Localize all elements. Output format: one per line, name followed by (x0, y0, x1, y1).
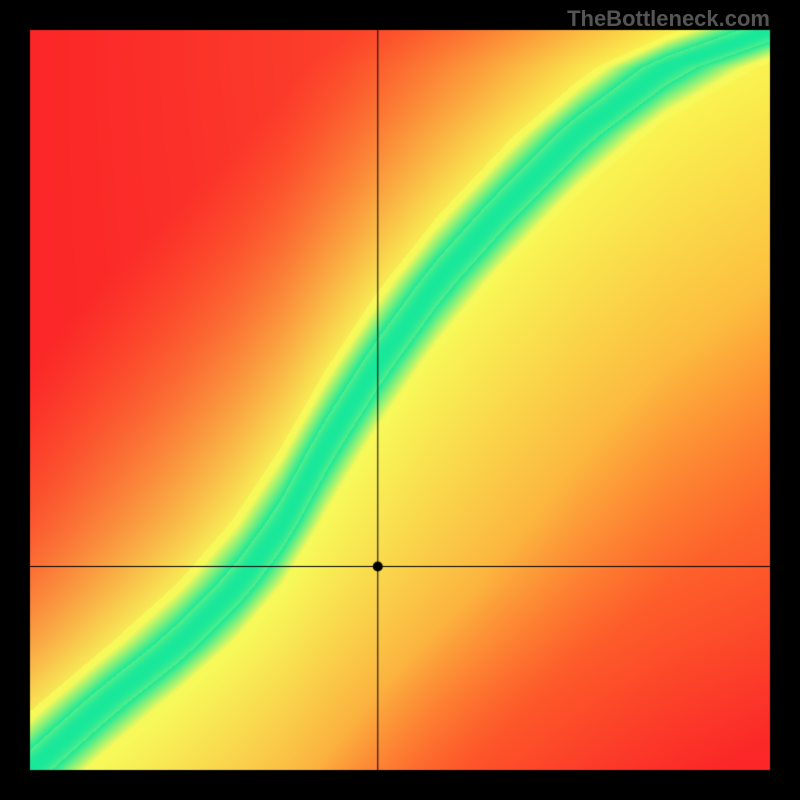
heatmap-canvas (0, 0, 800, 800)
chart-container: TheBottleneck.com (0, 0, 800, 800)
watermark-text: TheBottleneck.com (567, 6, 770, 32)
